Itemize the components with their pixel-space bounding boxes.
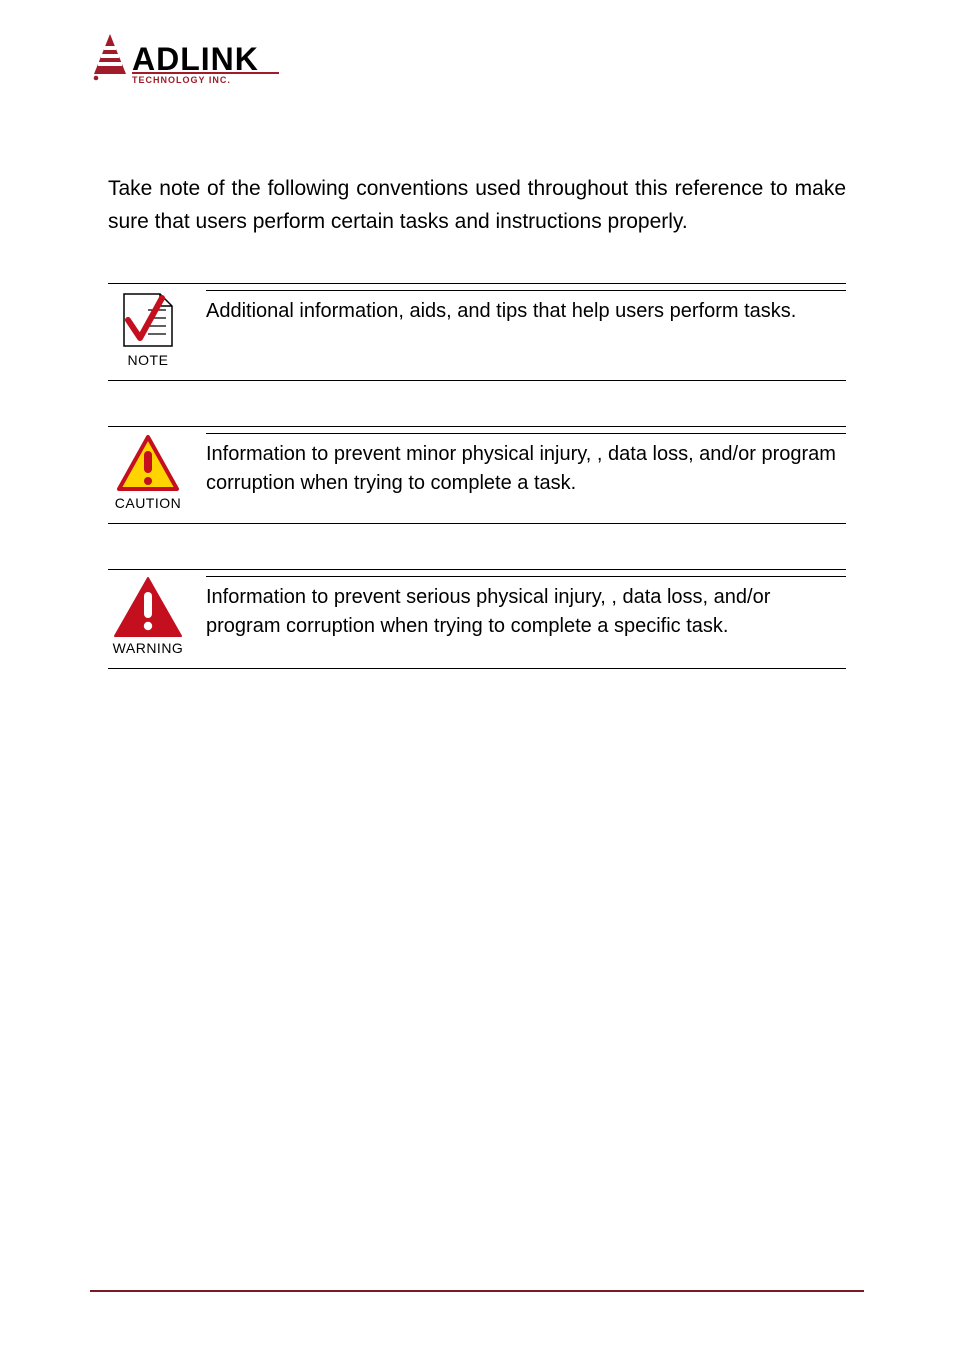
note-icon-svg bbox=[118, 290, 178, 350]
brand-logo: ADLINK TECHNOLOGY INC. bbox=[90, 30, 864, 113]
caution-text: Information to prevent minor physical in… bbox=[206, 440, 846, 498]
warning-text: Information to prevent serious physical … bbox=[206, 583, 846, 641]
callout-note: NOTE Additional information, aids, and t… bbox=[108, 283, 846, 381]
caution-icon: CAUTION bbox=[108, 433, 188, 511]
caution-text-wrap: Information to prevent minor physical in… bbox=[206, 433, 846, 498]
page: ADLINK TECHNOLOGY INC. Take note of the … bbox=[0, 0, 954, 1352]
warning-text-wrap: Information to prevent serious physical … bbox=[206, 576, 846, 641]
warning-label: WARNING bbox=[113, 640, 184, 656]
warning-icon-svg bbox=[113, 576, 183, 638]
callout-caution-row: CAUTION Information to prevent minor phy… bbox=[108, 427, 846, 523]
note-text: Additional information, aids, and tips t… bbox=[206, 297, 846, 326]
callout-warning-row: WARNING Information to prevent serious p… bbox=[108, 570, 846, 668]
callout-note-row: NOTE Additional information, aids, and t… bbox=[108, 284, 846, 380]
note-label: NOTE bbox=[128, 352, 169, 368]
caution-label: CAUTION bbox=[115, 495, 182, 511]
svg-text:TECHNOLOGY INC.: TECHNOLOGY INC. bbox=[132, 75, 231, 85]
caution-icon-svg bbox=[115, 433, 181, 493]
callout-warning: WARNING Information to prevent serious p… bbox=[108, 569, 846, 669]
callout-caution: CAUTION Information to prevent minor phy… bbox=[108, 426, 846, 524]
adlink-logo-svg: ADLINK TECHNOLOGY INC. bbox=[90, 30, 290, 108]
svg-text:ADLINK: ADLINK bbox=[132, 41, 259, 77]
note-icon: NOTE bbox=[108, 290, 188, 368]
warning-icon: WARNING bbox=[108, 576, 188, 656]
intro-paragraph: Take note of the following conventions u… bbox=[108, 173, 846, 238]
note-text-wrap: Additional information, aids, and tips t… bbox=[206, 290, 846, 326]
footer-rule bbox=[90, 1290, 864, 1292]
